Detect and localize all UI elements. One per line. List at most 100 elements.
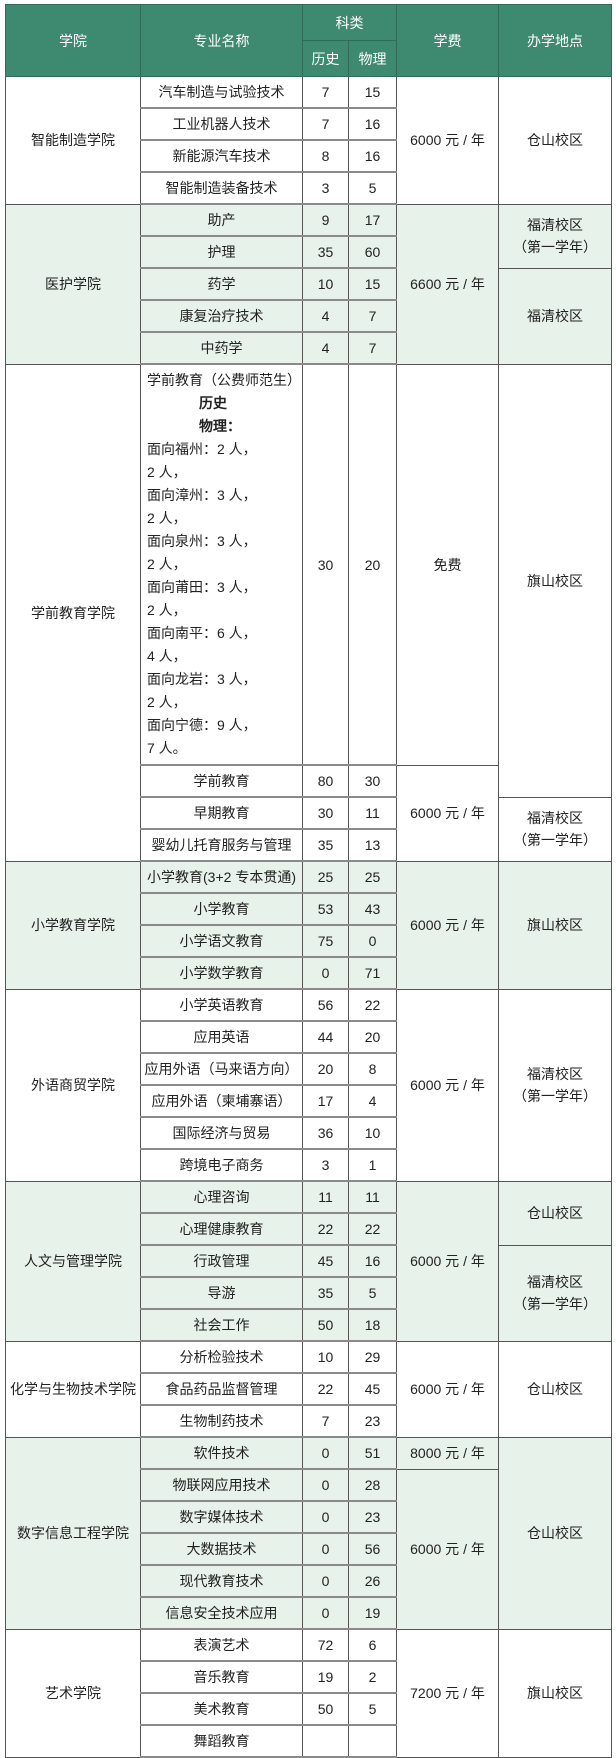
physics-count: 16 — [348, 107, 397, 141]
history-count: 0 — [302, 1596, 349, 1630]
physics-count: 5 — [348, 171, 397, 205]
major-cell: 分析检验技术 — [140, 1340, 303, 1374]
history-count: 10 — [302, 1340, 349, 1374]
physics-count: 43 — [348, 892, 397, 926]
header-physics: 物理 — [348, 40, 397, 77]
table-row: 智能制造学院 汽车制造与试验技术 7 15 6000 元 / 年 仓山校区 — [5, 76, 612, 205]
history-count: 3 — [302, 171, 349, 205]
history-count: 0 — [302, 1436, 349, 1470]
detail-header: 历史物理： — [147, 392, 296, 438]
history-count: 35 — [302, 828, 349, 862]
college-cell: 智能制造学院 — [5, 76, 141, 205]
header-history: 历史 — [302, 40, 349, 77]
major-cell: 智能制造装备技术 — [140, 171, 303, 205]
college-cell: 艺术学院 — [5, 1628, 141, 1758]
table-row: 生物制药技术 7 23 — [6, 1404, 612, 1438]
table-row: 艺术学院 表演艺术 72 6 7200 元 / 年 旗山校区 — [5, 1628, 612, 1758]
physics-count: 10 — [348, 1116, 397, 1150]
major-cell: 表演艺术 — [140, 1628, 303, 1662]
major-cell: 小学语文教育 — [140, 924, 303, 958]
major-cell: 护理 — [140, 235, 303, 269]
header-major: 专业名称 — [140, 4, 303, 77]
history-count: 44 — [302, 1020, 349, 1054]
major-cell: 美术教育 — [140, 1692, 303, 1726]
table-row: 应用外语（马来语方向） 20 8 — [6, 1052, 612, 1086]
major-cell: 现代教育技术 — [140, 1564, 303, 1598]
admission-table-container: 学院 专业名称 科类 学费 办学地点 历史 物理 智能制造学院 汽车制造与试验技术… — [5, 4, 612, 1758]
table-row: 导游 35 5 — [6, 1276, 612, 1310]
fee-cell: 8000 元 / 年 — [396, 1436, 499, 1470]
history-count: 22 — [302, 1212, 349, 1246]
location-line: （第一学年） — [513, 1088, 597, 1104]
table-row: 社会工作 50 18 — [6, 1308, 612, 1342]
location-line: 福清校区 — [527, 217, 583, 233]
quota-history: 3 人， — [217, 533, 257, 549]
major-cell: 康复治疗技术 — [140, 299, 303, 333]
major-cell: 药学 — [140, 267, 303, 301]
major-cell: 物联网应用技术 — [140, 1468, 303, 1502]
table-row: 食品药品监督管理 22 45 — [6, 1372, 612, 1406]
history-count: 35 — [302, 235, 349, 269]
location-cell: 旗山校区 — [498, 363, 612, 798]
quota-region: 面向南平： — [147, 625, 217, 641]
detail-header-label: 历史 — [199, 395, 227, 411]
quota-physics: 2 人， — [147, 510, 187, 526]
history-count: 50 — [302, 1692, 349, 1726]
detail-header-label: 物理： — [199, 418, 241, 434]
location-line: 仓山校区 — [527, 1525, 583, 1541]
physics-count: 30 — [348, 764, 397, 798]
history-count: 0 — [302, 956, 349, 990]
physics-count: 5 — [348, 1276, 397, 1310]
location-cell: 旗山校区 — [498, 860, 612, 990]
major-cell: 导游 — [140, 1276, 303, 1310]
college-cell: 数字信息工程学院 — [5, 1436, 141, 1630]
major-cell: 舞蹈教育 — [140, 1724, 303, 1758]
quota-region: 面向泉州： — [147, 533, 217, 549]
college-cell: 小学教育学院 — [5, 860, 141, 990]
quota-history: 2 人， — [217, 441, 257, 457]
quota-history: 9 人， — [217, 717, 257, 733]
major-cell: 软件技术 — [140, 1436, 303, 1470]
physics-count: 23 — [348, 1500, 397, 1534]
quota-line: 面向龙岩：3 人， 2 人， — [147, 668, 296, 714]
location-line: 旗山校区 — [527, 572, 583, 589]
history-count: 30 — [302, 796, 349, 830]
physics-count: 17 — [348, 203, 397, 237]
history-count: 4 — [302, 299, 349, 333]
history-count: 36 — [302, 1116, 349, 1150]
quota-history: 3 人， — [217, 487, 257, 503]
fee-cell: 免费 — [396, 363, 499, 766]
quota-history: 6 人， — [217, 625, 257, 641]
quota-line: 面向福州：2 人，2 人， — [147, 438, 296, 484]
quota-history: 3 人， — [217, 579, 257, 595]
history-count: 3 — [302, 1148, 349, 1182]
physics-count: 20 — [348, 363, 397, 766]
quota-physics: 2 人， — [147, 464, 187, 480]
history-count: 30 — [302, 363, 349, 766]
quota-region: 面向福州： — [147, 441, 217, 457]
table-row: 小学教育学院 小学教育(3+2 专本贯通) 25 25 6000 元 / 年旗山校区 — [5, 860, 612, 990]
header-college: 学院 — [5, 4, 141, 77]
major-cell: 小学教育 — [140, 892, 303, 926]
major-cell: 小学英语教育 — [140, 988, 303, 1022]
fee-cell: 6000 元 / 年 — [396, 988, 499, 1182]
physics-count: 22 — [348, 988, 397, 1022]
table-row: 康复治疗技术 4 7 — [6, 299, 612, 333]
location-cell: 福清校区 （第一学年） — [498, 988, 612, 1182]
physics-count: 51 — [348, 1436, 397, 1470]
table-row: 人文与管理学院 心理咨询 11 11 6000 元 / 年仓山校区 — [5, 1180, 612, 1342]
fee-cell: 6000 元 / 年 — [396, 1340, 499, 1438]
physics-count: 11 — [348, 1180, 397, 1214]
location-cell: 福清校区 （第一学年） — [498, 203, 612, 269]
fee-cell: 6000 元 / 年 — [396, 1468, 499, 1630]
quota-region: 面向龙岩： — [147, 671, 217, 687]
quota-physics: 7 人。 — [147, 740, 187, 756]
history-count: 72 — [302, 1628, 349, 1662]
history-count: 50 — [302, 1308, 349, 1342]
physics-count: 7 — [348, 299, 397, 333]
location-cell: 仓山校区 — [498, 1180, 612, 1246]
physics-count: 4 — [348, 1084, 397, 1118]
location-line: （第一学年） — [513, 239, 597, 255]
quota-physics: 2 人， — [147, 694, 187, 710]
fee-cell: 6000 元 / 年 — [396, 764, 499, 862]
